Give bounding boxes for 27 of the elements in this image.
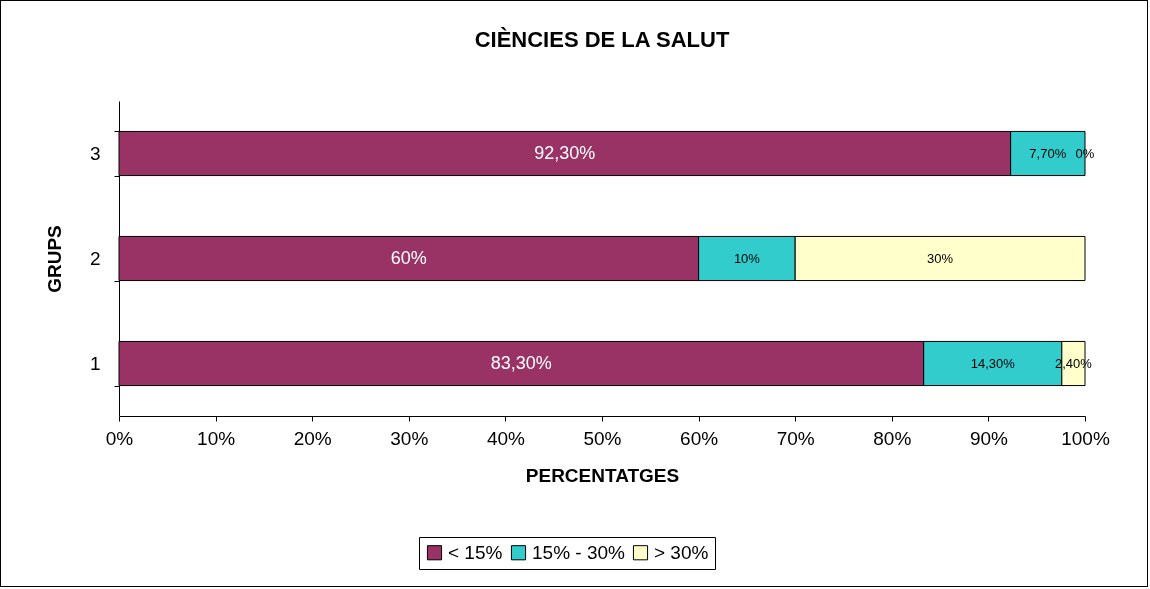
data-label: 10% [733,250,761,266]
x-tick-label: 50% [583,427,622,449]
x-tick-label: 10% [197,427,236,449]
x-tick-label: 100% [1061,427,1110,449]
x-tick-label: 90% [969,427,1009,449]
data-label: 14,30% [970,355,1016,371]
x-tick-label: 60% [680,427,719,449]
y-tick-label: 3 [89,143,101,164]
x-tick-label: 80% [873,427,912,449]
y-tick-label: 2 [89,248,101,269]
legend-label: 15% - 30% [532,541,626,563]
x-tick-label: 70% [776,427,815,449]
legend-label: < 15% [448,541,503,563]
data-label: 30% [927,250,954,266]
x-tick-label: 40% [486,427,526,449]
chart-title: CIÈNCIES DE LA SALUT [474,27,730,52]
x-axis-title: PERCENTATGES [525,464,680,486]
data-label: 92,30% [534,142,596,163]
y-tick-label: 1 [89,353,101,374]
x-tick-label: 30% [390,427,429,449]
x-tick-label: 20% [293,427,332,449]
data-label: 60% [390,247,427,268]
data-label: 83,30% [490,352,552,373]
legend-label: > 30% [654,541,709,563]
data-label: 7,70% [1029,145,1067,161]
y-axis-title: GRUPS [43,225,65,293]
x-tick-label: 0% [105,427,134,449]
